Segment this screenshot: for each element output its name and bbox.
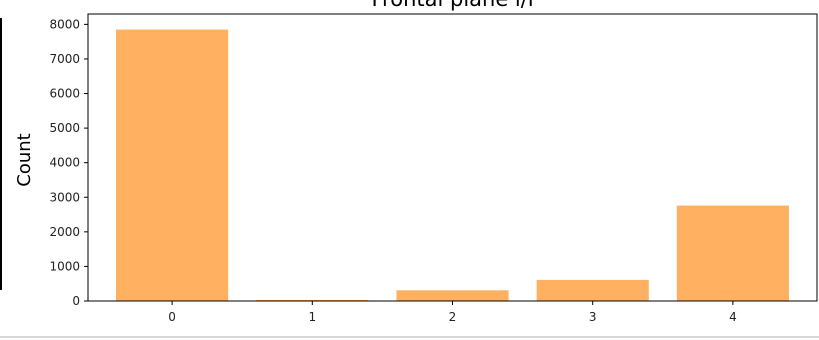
- bar-1: [256, 299, 369, 301]
- left-panel-edge: [0, 18, 2, 290]
- x-ticks-group: 0 1 2 3 4: [168, 301, 737, 324]
- y-tick-label: 4000: [49, 156, 80, 170]
- x-tick-label: 4: [729, 310, 737, 324]
- x-tick-label: 0: [168, 310, 176, 324]
- y-tick-label: 1000: [49, 259, 80, 273]
- y-axis-label: Count: [14, 133, 35, 186]
- y-tick-label: 5000: [49, 121, 80, 135]
- y-tick-label: 0: [72, 294, 80, 308]
- bar-0: [116, 29, 229, 301]
- bottom-divider: [0, 336, 819, 338]
- y-tick-label: 2000: [49, 225, 80, 239]
- x-tick-label: 1: [308, 310, 316, 324]
- x-tick-label: 3: [589, 310, 597, 324]
- y-tick-label: 6000: [49, 87, 80, 101]
- y-ticks-group: 0 1000 2000 3000 4000 5000 6000 7000 8000: [49, 17, 88, 308]
- chart-title: Frontal plane i/r: [372, 0, 537, 11]
- bar-3: [536, 279, 649, 301]
- bar-4: [676, 205, 789, 301]
- y-tick-label: 3000: [49, 190, 80, 204]
- y-tick-label: 7000: [49, 52, 80, 66]
- bars-group: [116, 29, 789, 301]
- bar-2: [396, 290, 509, 301]
- axes-frame: [87, 13, 818, 302]
- y-tick-label: 8000: [49, 17, 80, 31]
- x-tick-label: 2: [449, 310, 457, 324]
